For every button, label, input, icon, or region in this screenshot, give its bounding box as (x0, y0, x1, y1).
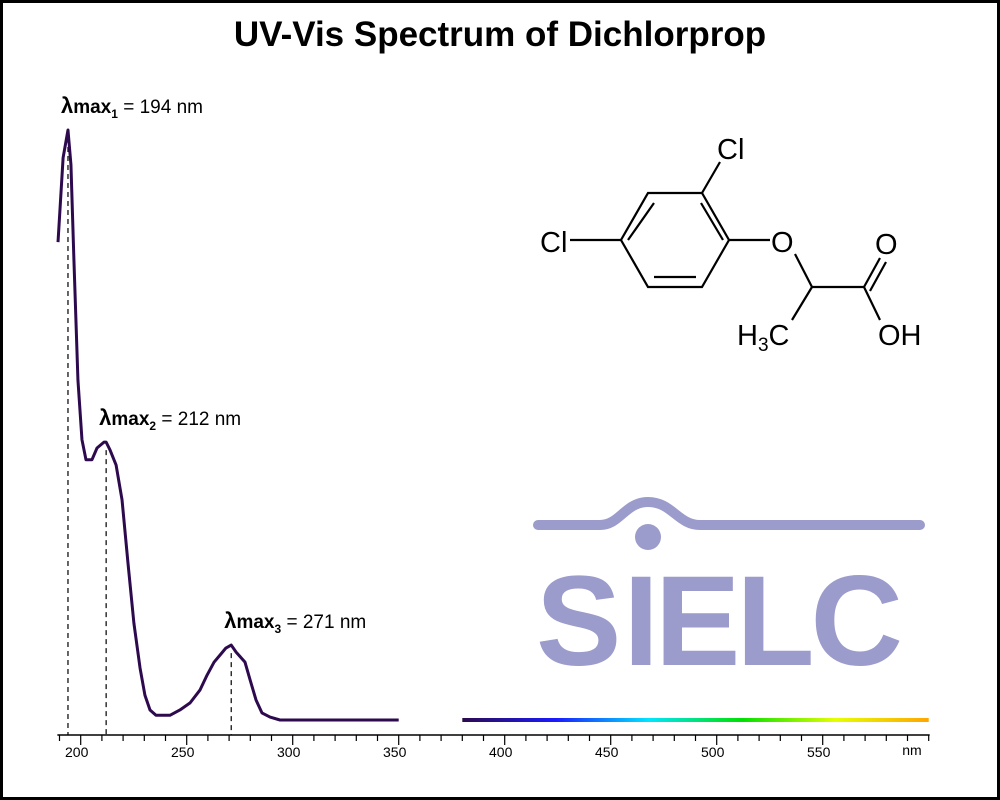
atom-o-carbonyl: O (875, 229, 898, 261)
lambda-max-label-3: λmax3 = 271 nm (224, 608, 366, 636)
spectrum-visible-band (462, 718, 929, 722)
value-text: = 212 nm (156, 409, 242, 431)
dichlorprop-structure: Cl Cl O O OH H3C (540, 134, 922, 356)
sielc-logo: SIELC (533, 496, 925, 693)
x-tick-label: 200 (65, 744, 89, 760)
x-axis: 200 250 300 350 400 450 500 550 nm (57, 734, 930, 760)
x-tick-label: 350 (383, 744, 407, 760)
atom-h3c: H3C (737, 320, 789, 356)
x-tick-label: 400 (489, 744, 513, 760)
value-text: = 271 nm (281, 612, 367, 634)
lambda-symbol: λ (60, 93, 74, 118)
lambda-symbol: λ (99, 405, 112, 431)
logo-text: SIELC (536, 550, 900, 693)
value-text: = 194 nm (117, 97, 203, 118)
subscript: 3 (274, 621, 282, 636)
peak-markers (67, 138, 232, 735)
x-tick-label: 300 (277, 744, 301, 760)
x-tick-label: 500 (701, 744, 725, 760)
max-label: max (73, 97, 112, 118)
subscript: 2 (149, 418, 157, 433)
lambda-symbol: λ (224, 608, 237, 634)
x-axis-unit: nm (902, 742, 921, 758)
max-label: max (236, 612, 275, 634)
max-label: max (111, 409, 150, 431)
spectrum-series (56, 128, 929, 722)
x-tick-label: 250 (171, 744, 195, 760)
atom-o-ether: O (771, 227, 794, 259)
atom-cl-top: Cl (717, 134, 744, 166)
x-tick-label: 450 (595, 744, 619, 760)
subscript: 1 (111, 106, 118, 121)
spectrum-line (56, 128, 399, 722)
lambda-max-label-1: λmax1 = 194 nm (61, 93, 203, 121)
chart-title: UV-Vis Spectrum of Dichlorprop (233, 15, 767, 54)
atom-cl-left: Cl (540, 227, 567, 259)
x-tick-label: 550 (807, 744, 831, 760)
lambda-max-label-2: λmax2 = 212 nm (99, 405, 241, 433)
atom-oh: OH (878, 320, 922, 352)
